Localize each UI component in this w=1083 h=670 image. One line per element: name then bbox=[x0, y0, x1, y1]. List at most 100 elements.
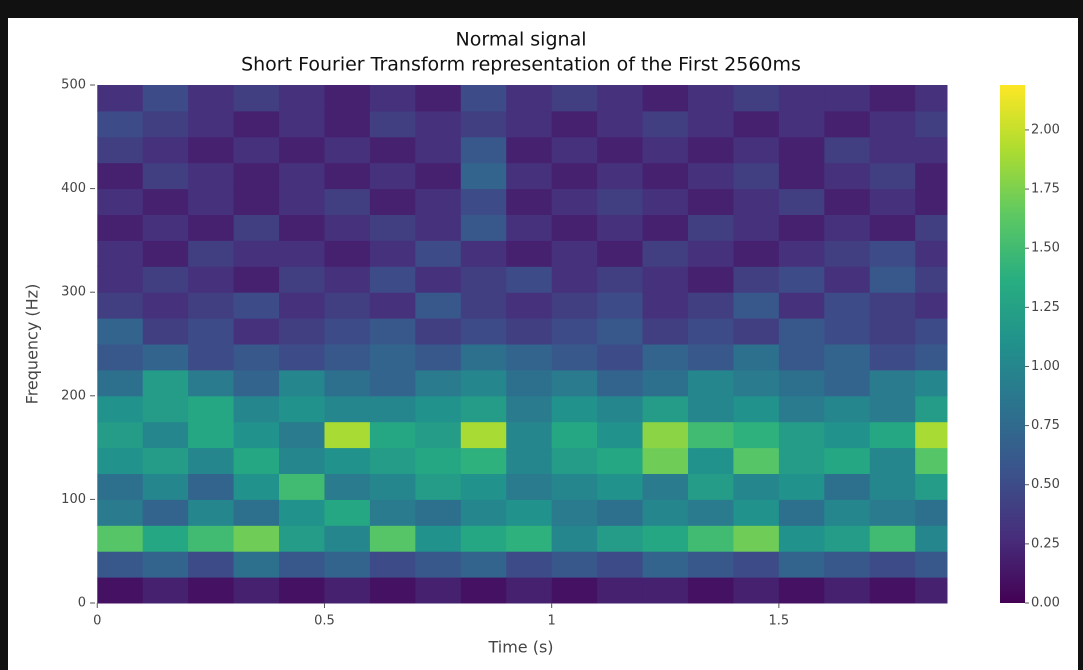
heatmap-cell bbox=[369, 318, 416, 345]
heatmap-cell bbox=[824, 395, 871, 423]
heatmap-cell bbox=[188, 551, 235, 578]
heatmap-cell bbox=[642, 266, 689, 293]
heatmap-cell bbox=[369, 421, 416, 449]
heatmap-cell bbox=[506, 110, 553, 138]
heatmap-cell bbox=[415, 162, 462, 190]
heatmap-cell bbox=[97, 318, 144, 345]
heatmap-cell bbox=[869, 551, 916, 578]
heatmap-cell bbox=[233, 214, 280, 241]
heatmap-cell bbox=[279, 395, 325, 423]
heatmap-cell bbox=[778, 395, 825, 423]
heatmap-cell bbox=[642, 577, 689, 604]
heatmap-cell bbox=[506, 240, 553, 267]
heatmap-cell bbox=[551, 110, 598, 138]
heatmap-cell bbox=[551, 162, 598, 190]
colorbar-tick-label: 1.25 bbox=[1031, 300, 1060, 315]
heatmap-cell bbox=[97, 110, 144, 138]
heatmap-cell bbox=[506, 136, 553, 164]
heatmap-cell bbox=[778, 551, 825, 578]
heatmap-cell bbox=[642, 525, 689, 552]
heatmap-cell bbox=[915, 240, 948, 267]
heatmap-cell bbox=[597, 292, 644, 319]
heatmap-cell bbox=[233, 110, 280, 138]
heatmap-cell bbox=[369, 551, 416, 578]
heatmap-cell bbox=[506, 292, 553, 319]
heatmap-cell bbox=[687, 214, 734, 241]
heatmap-cell bbox=[597, 421, 644, 449]
heatmap-cell bbox=[188, 240, 235, 267]
heatmap-cell bbox=[415, 421, 462, 449]
heatmap-cell bbox=[597, 395, 644, 423]
heatmap-cell bbox=[279, 577, 325, 604]
heatmap-cell bbox=[369, 240, 416, 267]
heatmap-cell bbox=[142, 110, 189, 138]
heatmap-cell bbox=[869, 266, 916, 293]
heatmap-cell bbox=[506, 421, 553, 449]
heatmap-cell bbox=[369, 473, 416, 500]
heatmap-cell bbox=[642, 369, 689, 397]
heatmap-cell bbox=[733, 344, 780, 371]
heatmap-cell bbox=[460, 318, 507, 345]
heatmap-cell bbox=[188, 499, 235, 526]
heatmap-cell bbox=[97, 577, 144, 604]
heatmap-cell bbox=[915, 214, 948, 241]
heatmap-cell bbox=[778, 499, 825, 526]
heatmap-cell bbox=[642, 162, 689, 190]
heatmap-cell bbox=[142, 188, 189, 215]
heatmap-cell bbox=[97, 473, 144, 500]
heatmap-cell bbox=[97, 447, 144, 474]
heatmap-cell bbox=[415, 85, 462, 112]
heatmap-cell bbox=[824, 110, 871, 138]
y-axis-label: Frequency (Hz) bbox=[23, 284, 42, 405]
heatmap-cell bbox=[597, 110, 644, 138]
heatmap-cell bbox=[597, 344, 644, 371]
colorbar-tick-label: 1.50 bbox=[1031, 241, 1060, 256]
heatmap-cell bbox=[97, 266, 144, 293]
heatmap-cell bbox=[506, 447, 553, 474]
heatmap-cell bbox=[642, 447, 689, 474]
heatmap-cell bbox=[369, 344, 416, 371]
heatmap-cell bbox=[869, 292, 916, 319]
x-tick-label: 0 bbox=[93, 614, 101, 629]
heatmap-cell bbox=[369, 447, 416, 474]
heatmap-cell bbox=[915, 318, 948, 345]
heatmap-cell bbox=[824, 421, 871, 449]
heatmap-cell bbox=[188, 344, 235, 371]
heatmap-cell bbox=[415, 136, 462, 164]
heatmap-cell bbox=[642, 110, 689, 138]
heatmap-cell bbox=[778, 162, 825, 190]
heatmap-cell bbox=[460, 551, 507, 578]
heatmap-cell bbox=[824, 369, 871, 397]
heatmap-cell bbox=[733, 266, 780, 293]
heatmap-cell bbox=[915, 136, 948, 164]
heatmap-cell bbox=[142, 162, 189, 190]
heatmap-cell bbox=[279, 318, 325, 345]
heatmap-cell bbox=[778, 447, 825, 474]
heatmap-cell bbox=[778, 266, 825, 293]
heatmap-cell bbox=[778, 473, 825, 500]
heatmap-cell bbox=[597, 447, 644, 474]
heatmap-cell bbox=[188, 266, 235, 293]
heatmap-cell bbox=[915, 551, 948, 578]
heatmap-cell bbox=[97, 525, 144, 552]
heatmap-cell bbox=[460, 395, 507, 423]
heatmap-cell bbox=[324, 188, 371, 215]
heatmap-cell bbox=[733, 473, 780, 500]
heatmap-cell bbox=[415, 551, 462, 578]
heatmap-cell bbox=[551, 369, 598, 397]
heatmap-cell bbox=[506, 369, 553, 397]
heatmap-cell bbox=[824, 85, 871, 112]
heatmap-cell bbox=[324, 85, 371, 112]
heatmap-cell bbox=[188, 136, 235, 164]
heatmap-cell bbox=[97, 292, 144, 319]
heatmap-cell bbox=[324, 214, 371, 241]
heatmap-cell bbox=[188, 110, 235, 138]
heatmap-cell bbox=[824, 136, 871, 164]
heatmap-cell bbox=[642, 85, 689, 112]
heatmap-cell bbox=[279, 85, 325, 112]
heatmap-cell bbox=[551, 447, 598, 474]
heatmap-cell bbox=[551, 188, 598, 215]
heatmap-cell bbox=[824, 577, 871, 604]
heatmap-cell bbox=[778, 318, 825, 345]
heatmap-cell bbox=[460, 421, 507, 449]
